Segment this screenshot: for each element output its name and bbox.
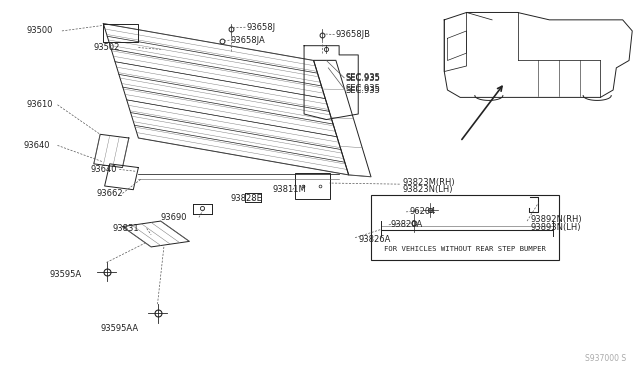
Text: 93610: 93610 <box>27 100 53 109</box>
Text: 93820A: 93820A <box>390 220 422 229</box>
Text: 93828E: 93828E <box>231 195 262 203</box>
Text: 93658JB: 93658JB <box>336 30 371 39</box>
Text: 93502: 93502 <box>94 43 120 52</box>
Text: SEC.935: SEC.935 <box>346 73 380 82</box>
Text: 93823M(RH): 93823M(RH) <box>403 178 456 187</box>
Text: 93640: 93640 <box>24 141 50 150</box>
Text: 93831: 93831 <box>113 224 140 233</box>
Text: 93658J: 93658J <box>246 23 276 32</box>
Text: 93640: 93640 <box>91 165 117 174</box>
Text: 93690: 93690 <box>161 213 187 222</box>
Text: 93826A: 93826A <box>358 235 390 244</box>
Text: 96204: 96204 <box>409 207 436 217</box>
Bar <box>294 173 330 199</box>
Bar <box>371 195 559 260</box>
Text: 93658JA: 93658JA <box>231 36 266 45</box>
Text: 93811M: 93811M <box>272 185 306 194</box>
Text: 93595AA: 93595AA <box>100 324 138 333</box>
Text: 93662: 93662 <box>97 189 124 198</box>
Text: 93500: 93500 <box>27 26 53 35</box>
Text: SEC.935: SEC.935 <box>346 74 380 83</box>
Text: FOR VEHICLES WITHOUT REAR STEP BUMPER: FOR VEHICLES WITHOUT REAR STEP BUMPER <box>384 247 546 253</box>
Text: 93595A: 93595A <box>49 270 81 279</box>
Text: 93892N(RH): 93892N(RH) <box>531 215 582 224</box>
Text: SEC.935: SEC.935 <box>346 84 380 93</box>
Text: 93823N(LH): 93823N(LH) <box>403 185 453 194</box>
Text: S937000 S: S937000 S <box>585 354 626 363</box>
Text: SEC.935: SEC.935 <box>346 86 380 94</box>
Text: 93893N(LH): 93893N(LH) <box>531 223 580 232</box>
